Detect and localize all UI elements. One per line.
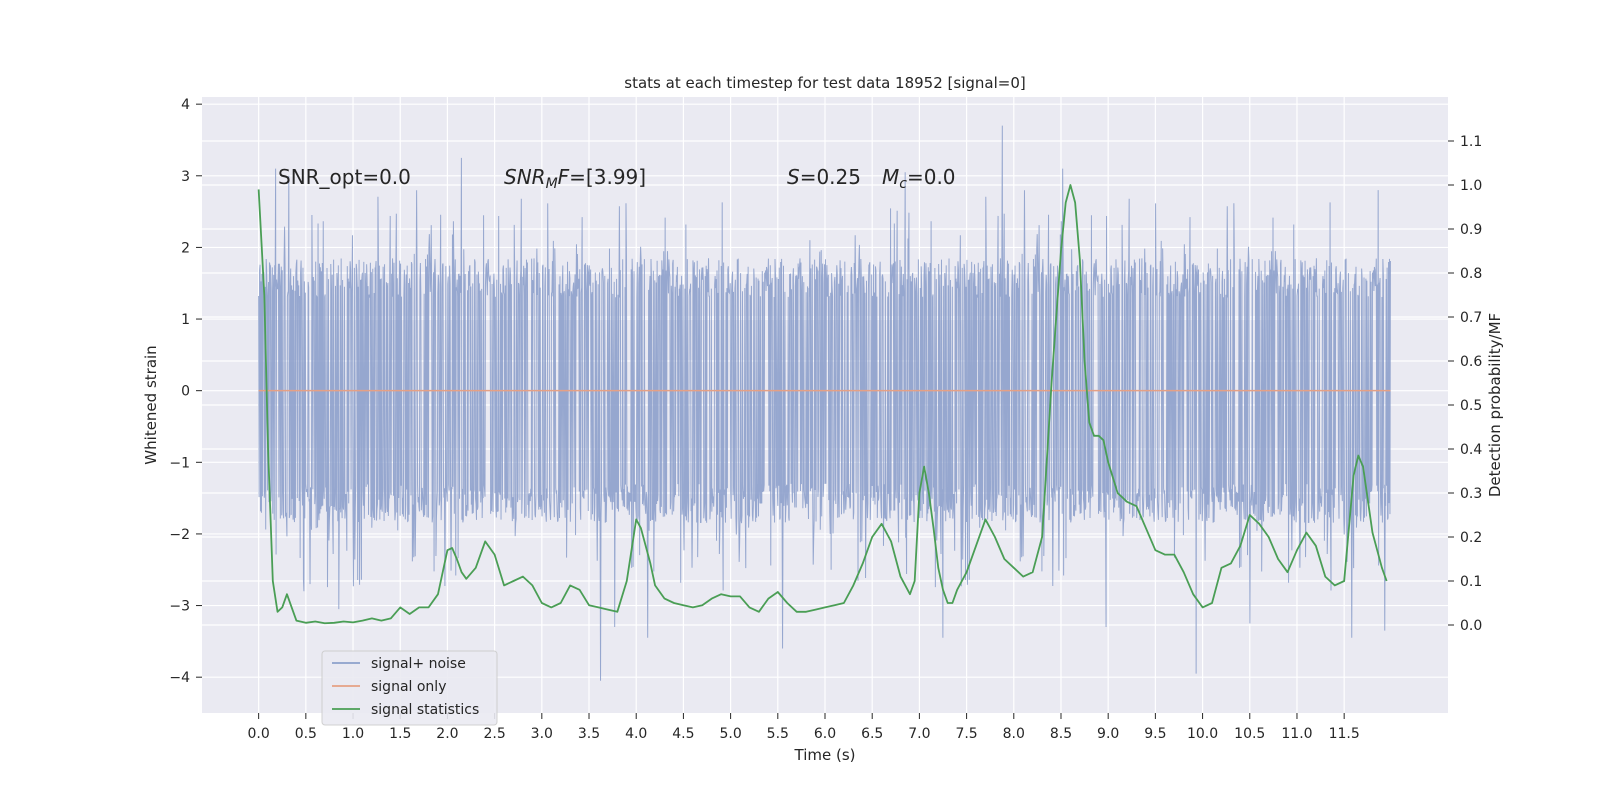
y-left-tick-label-0: −4	[169, 670, 190, 686]
y-left-tick-label-5: 1	[181, 312, 190, 328]
x-tick-label-19: 9.5	[1144, 726, 1166, 742]
y-right-axis-label: Detection probability/MF	[1486, 313, 1504, 497]
x-tick-label-12: 6.0	[814, 726, 836, 742]
x-tick-label-13: 6.5	[861, 726, 883, 742]
legend-box	[321, 650, 498, 726]
x-tick-label-21: 10.5	[1234, 726, 1265, 742]
annotation-mc-rest: =0.0	[907, 165, 956, 189]
y-right-tick-label-10: 1.0	[1460, 178, 1482, 194]
annotation-s: S=0.25	[787, 165, 861, 189]
x-axis-ticks: 0.0 0.5 1.0 1.5 2.0 2.5 3.0 3.5 4.0 4.5 5.0 5.5 6.0 6…	[248, 713, 1360, 742]
y-right-axis-ticks: 0.0 0.1 0.2 0.3 0.4 0.5 0.6 0.7 0.8 0.9 1.0 1.1	[1448, 134, 1482, 634]
signal-statistics-line	[257, 184, 1388, 625]
annotation-mc: Mc=0.0	[882, 165, 956, 192]
x-tick-label-22: 11.0	[1281, 726, 1312, 742]
y-left-tick-label-2: −2	[169, 527, 190, 543]
x-tick-label-15: 7.5	[955, 726, 977, 742]
x-tick-label-4: 2.0	[436, 726, 458, 742]
x-tick-label-10: 5.0	[719, 726, 741, 742]
y-left-axis-ticks: −4 −3 −2 −1 0 1 2 3 4	[169, 97, 202, 686]
x-tick-label-7: 3.5	[578, 726, 600, 742]
y-right-tick-label-1: 0.1	[1460, 574, 1482, 590]
y-right-tick-label-0: 0.0	[1460, 618, 1482, 634]
y-left-axis-label: Whitened strain	[142, 345, 160, 464]
annotation-snr-mf-sub: M	[546, 176, 558, 192]
y-right-tick-label-4: 0.4	[1460, 442, 1482, 458]
legend-label-signal-only: signal only	[371, 679, 446, 695]
x-tick-label-8: 4.0	[625, 726, 647, 742]
signal-noise-series	[258, 125, 1391, 681]
y-right-tick-label-9: 0.9	[1460, 222, 1482, 238]
x-tick-label-0: 0.0	[248, 726, 270, 742]
x-tick-label-14: 7.0	[908, 726, 930, 742]
annotation-s-main: S	[787, 165, 800, 189]
y-right-tick-label-11: 1.1	[1460, 134, 1482, 150]
annotation-snr-mf-rest-f: F	[558, 165, 570, 189]
x-tick-label-6: 3.0	[531, 726, 553, 742]
x-tick-label-2: 1.0	[342, 726, 364, 742]
y-left-tick-label-7: 3	[181, 169, 190, 185]
legend: signal+ noise signal only signal statist…	[321, 650, 498, 726]
y-right-tick-label-5: 0.5	[1460, 398, 1482, 414]
x-tick-label-20: 10.0	[1187, 726, 1218, 742]
x-tick-label-16: 8.0	[1003, 726, 1025, 742]
y-left-tick-label-3: −1	[169, 455, 190, 471]
x-tick-label-23: 11.5	[1329, 726, 1360, 742]
x-tick-label-5: 2.5	[483, 726, 505, 742]
annotation-snr-mf: SNRMF=[3.99]	[504, 165, 646, 192]
x-tick-label-3: 1.5	[389, 726, 411, 742]
annotation-mc-main: M	[882, 165, 899, 189]
annotation-snr-mf-main: SNR	[504, 165, 546, 189]
y-right-tick-label-6: 0.6	[1460, 354, 1482, 370]
y-right-tick-label-2: 0.2	[1460, 530, 1482, 546]
y-left-tick-label-6: 2	[181, 240, 190, 256]
y-right-tick-label-3: 0.3	[1460, 486, 1482, 502]
y-left-tick-label-8: 4	[181, 97, 190, 113]
y-right-tick-label-7: 0.7	[1460, 310, 1482, 326]
x-tick-label-17: 8.5	[1050, 726, 1072, 742]
x-tick-label-18: 9.0	[1097, 726, 1119, 742]
chart-title: stats at each timestep for test data 189…	[624, 74, 1025, 92]
legend-label-signal-statistics: signal statistics	[371, 702, 479, 718]
x-tick-label-11: 5.5	[767, 726, 789, 742]
y-right-tick-label-8: 0.8	[1460, 266, 1482, 282]
y-left-tick-label-4: 0	[181, 384, 190, 400]
legend-label-signal-noise: signal+ noise	[371, 656, 466, 672]
annotation-snr-opt: SNR_opt=0.0	[278, 165, 411, 189]
x-tick-label-9: 4.5	[672, 726, 694, 742]
annotation-s-rest: =0.25	[800, 165, 861, 189]
x-axis-label: Time (s)	[794, 746, 856, 764]
annotation-snr-mf-rest: =[3.99]	[569, 165, 646, 189]
y-left-tick-label-1: −3	[169, 599, 190, 615]
x-tick-label-1: 0.5	[295, 726, 317, 742]
signal-noise-line	[258, 125, 1391, 681]
annotation-mc-sub: c	[899, 176, 907, 192]
